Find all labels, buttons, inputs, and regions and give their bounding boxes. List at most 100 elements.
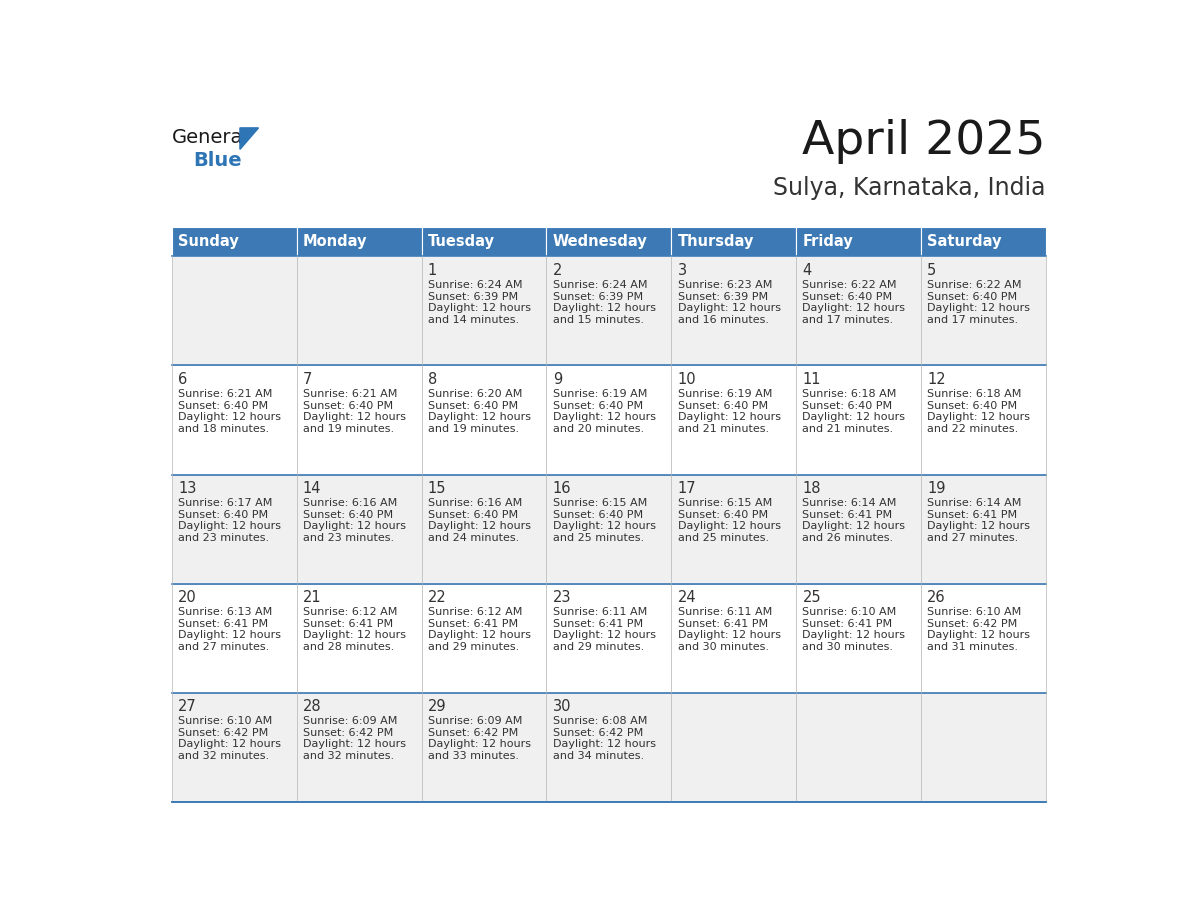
Text: Sunrise: 6:13 AM: Sunrise: 6:13 AM [178, 608, 272, 618]
Text: Sunset: 6:41 PM: Sunset: 6:41 PM [928, 509, 1017, 520]
Text: Daylight: 12 hours: Daylight: 12 hours [802, 631, 905, 640]
Bar [921, 584, 1045, 692]
Bar [671, 584, 796, 692]
Text: Blue: Blue [194, 151, 242, 170]
Text: Sunset: 6:40 PM: Sunset: 6:40 PM [928, 292, 1017, 302]
Text: 14: 14 [303, 481, 322, 496]
Text: Sunset: 6:40 PM: Sunset: 6:40 PM [677, 401, 767, 410]
Text: Sunset: 6:41 PM: Sunset: 6:41 PM [802, 509, 892, 520]
Text: 1: 1 [428, 263, 437, 278]
Text: Daylight: 12 hours: Daylight: 12 hours [928, 521, 1030, 532]
Text: Daylight: 12 hours: Daylight: 12 hours [677, 631, 781, 640]
Text: Daylight: 12 hours: Daylight: 12 hours [303, 739, 406, 749]
Text: Sunrise: 6:09 AM: Sunrise: 6:09 AM [303, 716, 397, 726]
Text: Sunset: 6:41 PM: Sunset: 6:41 PM [552, 619, 643, 629]
Text: Sunrise: 6:08 AM: Sunrise: 6:08 AM [552, 716, 647, 726]
Text: and 19 minutes.: and 19 minutes. [428, 423, 519, 433]
Text: and 21 minutes.: and 21 minutes. [802, 423, 893, 433]
Text: Sunset: 6:40 PM: Sunset: 6:40 PM [303, 509, 393, 520]
Bar [921, 256, 1045, 365]
Text: Sunrise: 6:10 AM: Sunrise: 6:10 AM [178, 716, 272, 726]
Text: and 16 minutes.: and 16 minutes. [677, 315, 769, 325]
Text: Sunday: Sunday [178, 234, 239, 250]
Bar [671, 256, 796, 365]
Text: Sunrise: 6:14 AM: Sunrise: 6:14 AM [802, 498, 897, 509]
Text: Sunrise: 6:19 AM: Sunrise: 6:19 AM [552, 389, 647, 399]
Text: Sunset: 6:41 PM: Sunset: 6:41 PM [178, 619, 268, 629]
Text: Monday: Monday [303, 234, 367, 250]
Text: Sunset: 6:40 PM: Sunset: 6:40 PM [552, 401, 643, 410]
Bar [172, 692, 297, 801]
Text: Sunrise: 6:22 AM: Sunrise: 6:22 AM [928, 280, 1022, 290]
Bar [172, 256, 297, 365]
Text: Sunset: 6:40 PM: Sunset: 6:40 PM [303, 401, 393, 410]
Text: Sunset: 6:41 PM: Sunset: 6:41 PM [428, 619, 518, 629]
Text: and 18 minutes.: and 18 minutes. [178, 423, 270, 433]
Text: Sunrise: 6:20 AM: Sunrise: 6:20 AM [428, 389, 523, 399]
Text: Tuesday: Tuesday [428, 234, 494, 250]
Text: Sunset: 6:40 PM: Sunset: 6:40 PM [428, 509, 518, 520]
Text: 18: 18 [802, 481, 821, 496]
Text: 10: 10 [677, 372, 696, 387]
Bar [671, 365, 796, 475]
Text: and 15 minutes.: and 15 minutes. [552, 315, 644, 325]
Text: Sunrise: 6:12 AM: Sunrise: 6:12 AM [303, 608, 397, 618]
Text: Sunset: 6:42 PM: Sunset: 6:42 PM [303, 728, 393, 738]
Bar [546, 227, 671, 256]
Text: Daylight: 12 hours: Daylight: 12 hours [178, 631, 282, 640]
Text: Daylight: 12 hours: Daylight: 12 hours [303, 631, 406, 640]
Text: 25: 25 [802, 590, 821, 605]
Text: and 25 minutes.: and 25 minutes. [677, 532, 769, 543]
Bar [297, 475, 422, 584]
Text: 4: 4 [802, 263, 811, 278]
Bar [422, 256, 546, 365]
Text: and 32 minutes.: and 32 minutes. [303, 751, 394, 761]
Bar [546, 584, 671, 692]
Text: and 30 minutes.: and 30 minutes. [677, 642, 769, 652]
Text: 5: 5 [928, 263, 936, 278]
Text: Sunrise: 6:18 AM: Sunrise: 6:18 AM [802, 389, 897, 399]
Text: Sunrise: 6:11 AM: Sunrise: 6:11 AM [552, 608, 647, 618]
Text: and 14 minutes.: and 14 minutes. [428, 315, 519, 325]
Polygon shape [240, 128, 259, 150]
Bar [921, 365, 1045, 475]
Text: and 28 minutes.: and 28 minutes. [303, 642, 394, 652]
Bar [921, 227, 1045, 256]
Text: 30: 30 [552, 700, 571, 714]
Text: Sunset: 6:40 PM: Sunset: 6:40 PM [928, 401, 1017, 410]
Text: and 34 minutes.: and 34 minutes. [552, 751, 644, 761]
Text: Sunrise: 6:11 AM: Sunrise: 6:11 AM [677, 608, 772, 618]
Text: 17: 17 [677, 481, 696, 496]
Text: Sunrise: 6:15 AM: Sunrise: 6:15 AM [552, 498, 647, 509]
Text: and 23 minutes.: and 23 minutes. [303, 532, 394, 543]
Text: Sunset: 6:40 PM: Sunset: 6:40 PM [802, 401, 892, 410]
Bar [172, 475, 297, 584]
Text: 22: 22 [428, 590, 447, 605]
Text: and 17 minutes.: and 17 minutes. [928, 315, 1018, 325]
Bar [422, 365, 546, 475]
Text: 19: 19 [928, 481, 946, 496]
Bar [172, 227, 297, 256]
Text: and 21 minutes.: and 21 minutes. [677, 423, 769, 433]
Bar [422, 227, 546, 256]
Text: Saturday: Saturday [928, 234, 1001, 250]
Text: Daylight: 12 hours: Daylight: 12 hours [802, 303, 905, 313]
Text: Daylight: 12 hours: Daylight: 12 hours [178, 521, 282, 532]
Bar [921, 692, 1045, 801]
Text: Daylight: 12 hours: Daylight: 12 hours [428, 303, 531, 313]
Text: 8: 8 [428, 372, 437, 387]
Text: and 32 minutes.: and 32 minutes. [178, 751, 270, 761]
Text: 13: 13 [178, 481, 196, 496]
Text: Daylight: 12 hours: Daylight: 12 hours [552, 739, 656, 749]
Text: Daylight: 12 hours: Daylight: 12 hours [928, 412, 1030, 422]
Text: 12: 12 [928, 372, 946, 387]
Text: and 26 minutes.: and 26 minutes. [802, 532, 893, 543]
Bar [796, 584, 921, 692]
Text: Sunrise: 6:10 AM: Sunrise: 6:10 AM [802, 608, 897, 618]
Text: 24: 24 [677, 590, 696, 605]
Text: and 27 minutes.: and 27 minutes. [178, 642, 270, 652]
Text: 3: 3 [677, 263, 687, 278]
Text: Daylight: 12 hours: Daylight: 12 hours [928, 303, 1030, 313]
Bar [297, 584, 422, 692]
Text: Sunrise: 6:16 AM: Sunrise: 6:16 AM [303, 498, 397, 509]
